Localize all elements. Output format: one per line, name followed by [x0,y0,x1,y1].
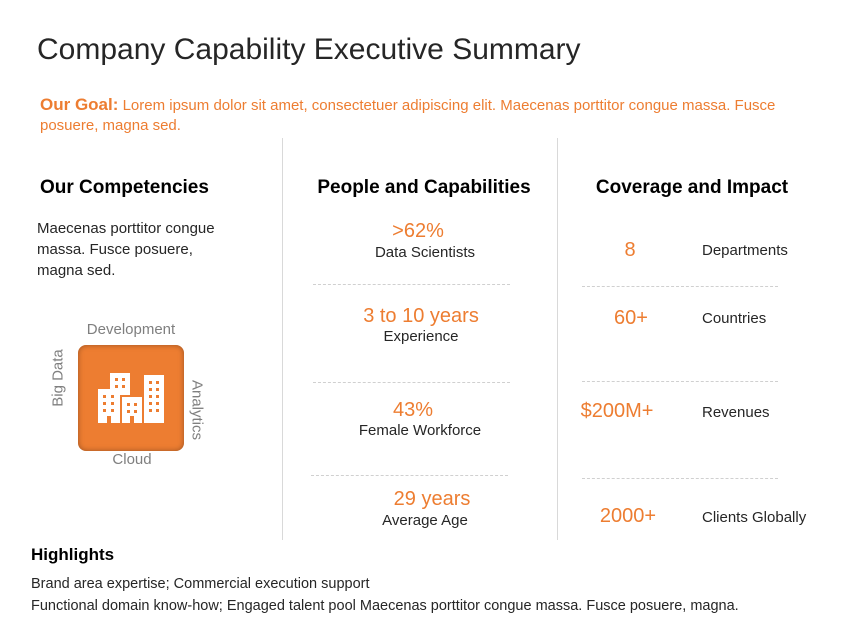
dashed-divider [582,286,778,287]
coverage-label: Departments [702,242,788,259]
dashed-divider [582,381,778,382]
coverage-value: $200M+ [580,400,654,422]
competency-tile [78,345,184,451]
people-value: 29 years [393,488,471,510]
highlight-line: Brand area expertise; Commercial executi… [31,576,370,592]
highlights-heading: Highlights [31,545,115,564]
highlight-line: Functional domain know-how; Engaged tale… [31,598,739,614]
people-label: Female Workforce [358,422,482,439]
text-line: magna sed. [37,262,116,279]
label-big-data: Big Data [49,349,67,407]
coverage-label: Revenues [702,404,770,421]
goal-label: Our Goal: [40,95,119,114]
text-line: massa. Fusce posuere, [37,241,193,258]
dashed-divider [582,478,778,479]
people-value: >62% [392,220,444,242]
coverage-label: Clients Globally [702,509,807,526]
dashed-divider [313,284,510,285]
coverage-value: 2000+ [599,505,657,527]
people-label: Average Age [382,512,468,529]
text-line: Maecenas porttitor congue [37,220,215,237]
goal-text: Lorem ipsum dolor sit amet, consectetuer… [40,97,776,134]
coverage-value: 8 [624,239,636,261]
buildings-icon [98,373,164,423]
dashed-divider [313,382,510,383]
label-analytics: Analytics [188,379,206,441]
label-cloud: Cloud [112,451,152,468]
people-heading: People and Capabilities [317,177,531,198]
page-title: Company Capability Executive Summary [37,33,581,66]
dashed-divider [311,475,508,476]
coverage-heading: Coverage and Impact [595,177,789,198]
competencies-text: Maecenas porttitor congue massa. Fusce p… [37,218,215,281]
column-divider [557,138,558,540]
people-label: Experience [383,328,459,345]
competencies-heading: Our Competencies [40,177,209,198]
goal-statement: Our Goal: Lorem ipsum dolor sit amet, co… [40,95,830,136]
people-label: Data Scientists [374,244,476,261]
column-divider [282,138,283,540]
coverage-value: 60+ [614,307,648,329]
people-value: 43% [392,399,434,421]
label-development: Development [86,321,176,338]
highlights-text: Brand area expertise; Commercial executi… [31,573,739,617]
people-value: 3 to 10 years [363,305,479,327]
coverage-label: Countries [702,310,767,327]
